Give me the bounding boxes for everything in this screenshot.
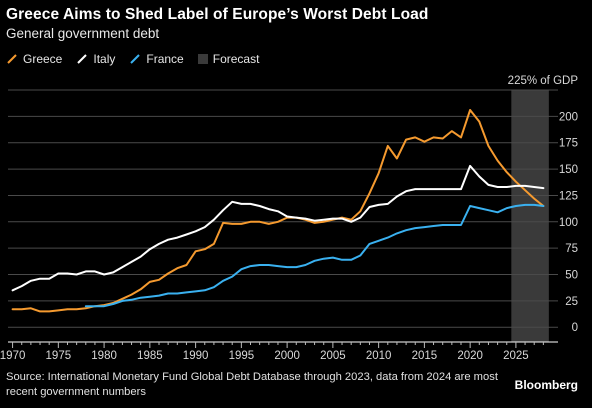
y-axis-top-label: 225% of GDP bbox=[508, 75, 579, 87]
chart-subtitle: General government debt bbox=[6, 26, 160, 41]
legend-item-italy: Italy bbox=[76, 52, 115, 66]
y-tick-label-75: 75 bbox=[565, 243, 578, 255]
legend-swatch-forecast bbox=[197, 54, 208, 64]
x-tick-label-1970: 1970 bbox=[0, 350, 25, 362]
legend-label-france: France bbox=[146, 52, 184, 66]
y-tick-label-25: 25 bbox=[565, 296, 578, 308]
legend-swatch-greece bbox=[7, 54, 17, 64]
source-note: Source: International Monetary Fund Glob… bbox=[6, 371, 498, 398]
x-tick-label-2010: 2010 bbox=[366, 350, 392, 362]
x-tick-label-2015: 2015 bbox=[412, 350, 438, 362]
legend-swatch-france bbox=[130, 54, 141, 64]
x-tick-label-1985: 1985 bbox=[137, 350, 163, 362]
x-tick-label-2025: 2025 bbox=[503, 350, 529, 362]
legend: Greece Italy France Forecast bbox=[6, 52, 273, 66]
legend-label-forecast: Forecast bbox=[212, 52, 260, 66]
x-tick-label-2005: 2005 bbox=[320, 350, 346, 362]
x-tick-label-1975: 1975 bbox=[46, 350, 72, 362]
series-line-italy bbox=[11, 164, 545, 292]
legend-item-france: France bbox=[129, 52, 184, 66]
y-tick-label-175: 175 bbox=[559, 138, 578, 150]
x-tick-label-2000: 2000 bbox=[274, 350, 300, 362]
x-tick-label-1990: 1990 bbox=[183, 350, 209, 362]
x-tick-label-1995: 1995 bbox=[229, 350, 255, 362]
y-tick-label-100: 100 bbox=[559, 217, 578, 229]
legend-label-italy: Italy bbox=[93, 52, 116, 66]
legend-swatch-italy bbox=[77, 54, 88, 64]
y-tick-label-50: 50 bbox=[565, 270, 578, 282]
y-tick-label-125: 125 bbox=[559, 190, 578, 202]
legend-item-greece: Greece bbox=[6, 52, 62, 66]
legend-item-forecast: Forecast bbox=[197, 52, 260, 66]
chart-title: Greece Aims to Shed Label of Europe’s Wo… bbox=[6, 6, 429, 23]
forecast-region bbox=[511, 90, 549, 342]
y-tick-label-150: 150 bbox=[559, 164, 578, 176]
y-tick-label-200: 200 bbox=[559, 111, 578, 123]
x-tick-label-1980: 1980 bbox=[91, 350, 117, 362]
legend-label-greece: Greece bbox=[23, 52, 63, 66]
x-tick-label-2020: 2020 bbox=[457, 350, 483, 362]
y-tick-label-0: 0 bbox=[572, 322, 578, 334]
bloomberg-logo: Bloomberg bbox=[514, 378, 578, 392]
series-line-france bbox=[84, 203, 545, 308]
